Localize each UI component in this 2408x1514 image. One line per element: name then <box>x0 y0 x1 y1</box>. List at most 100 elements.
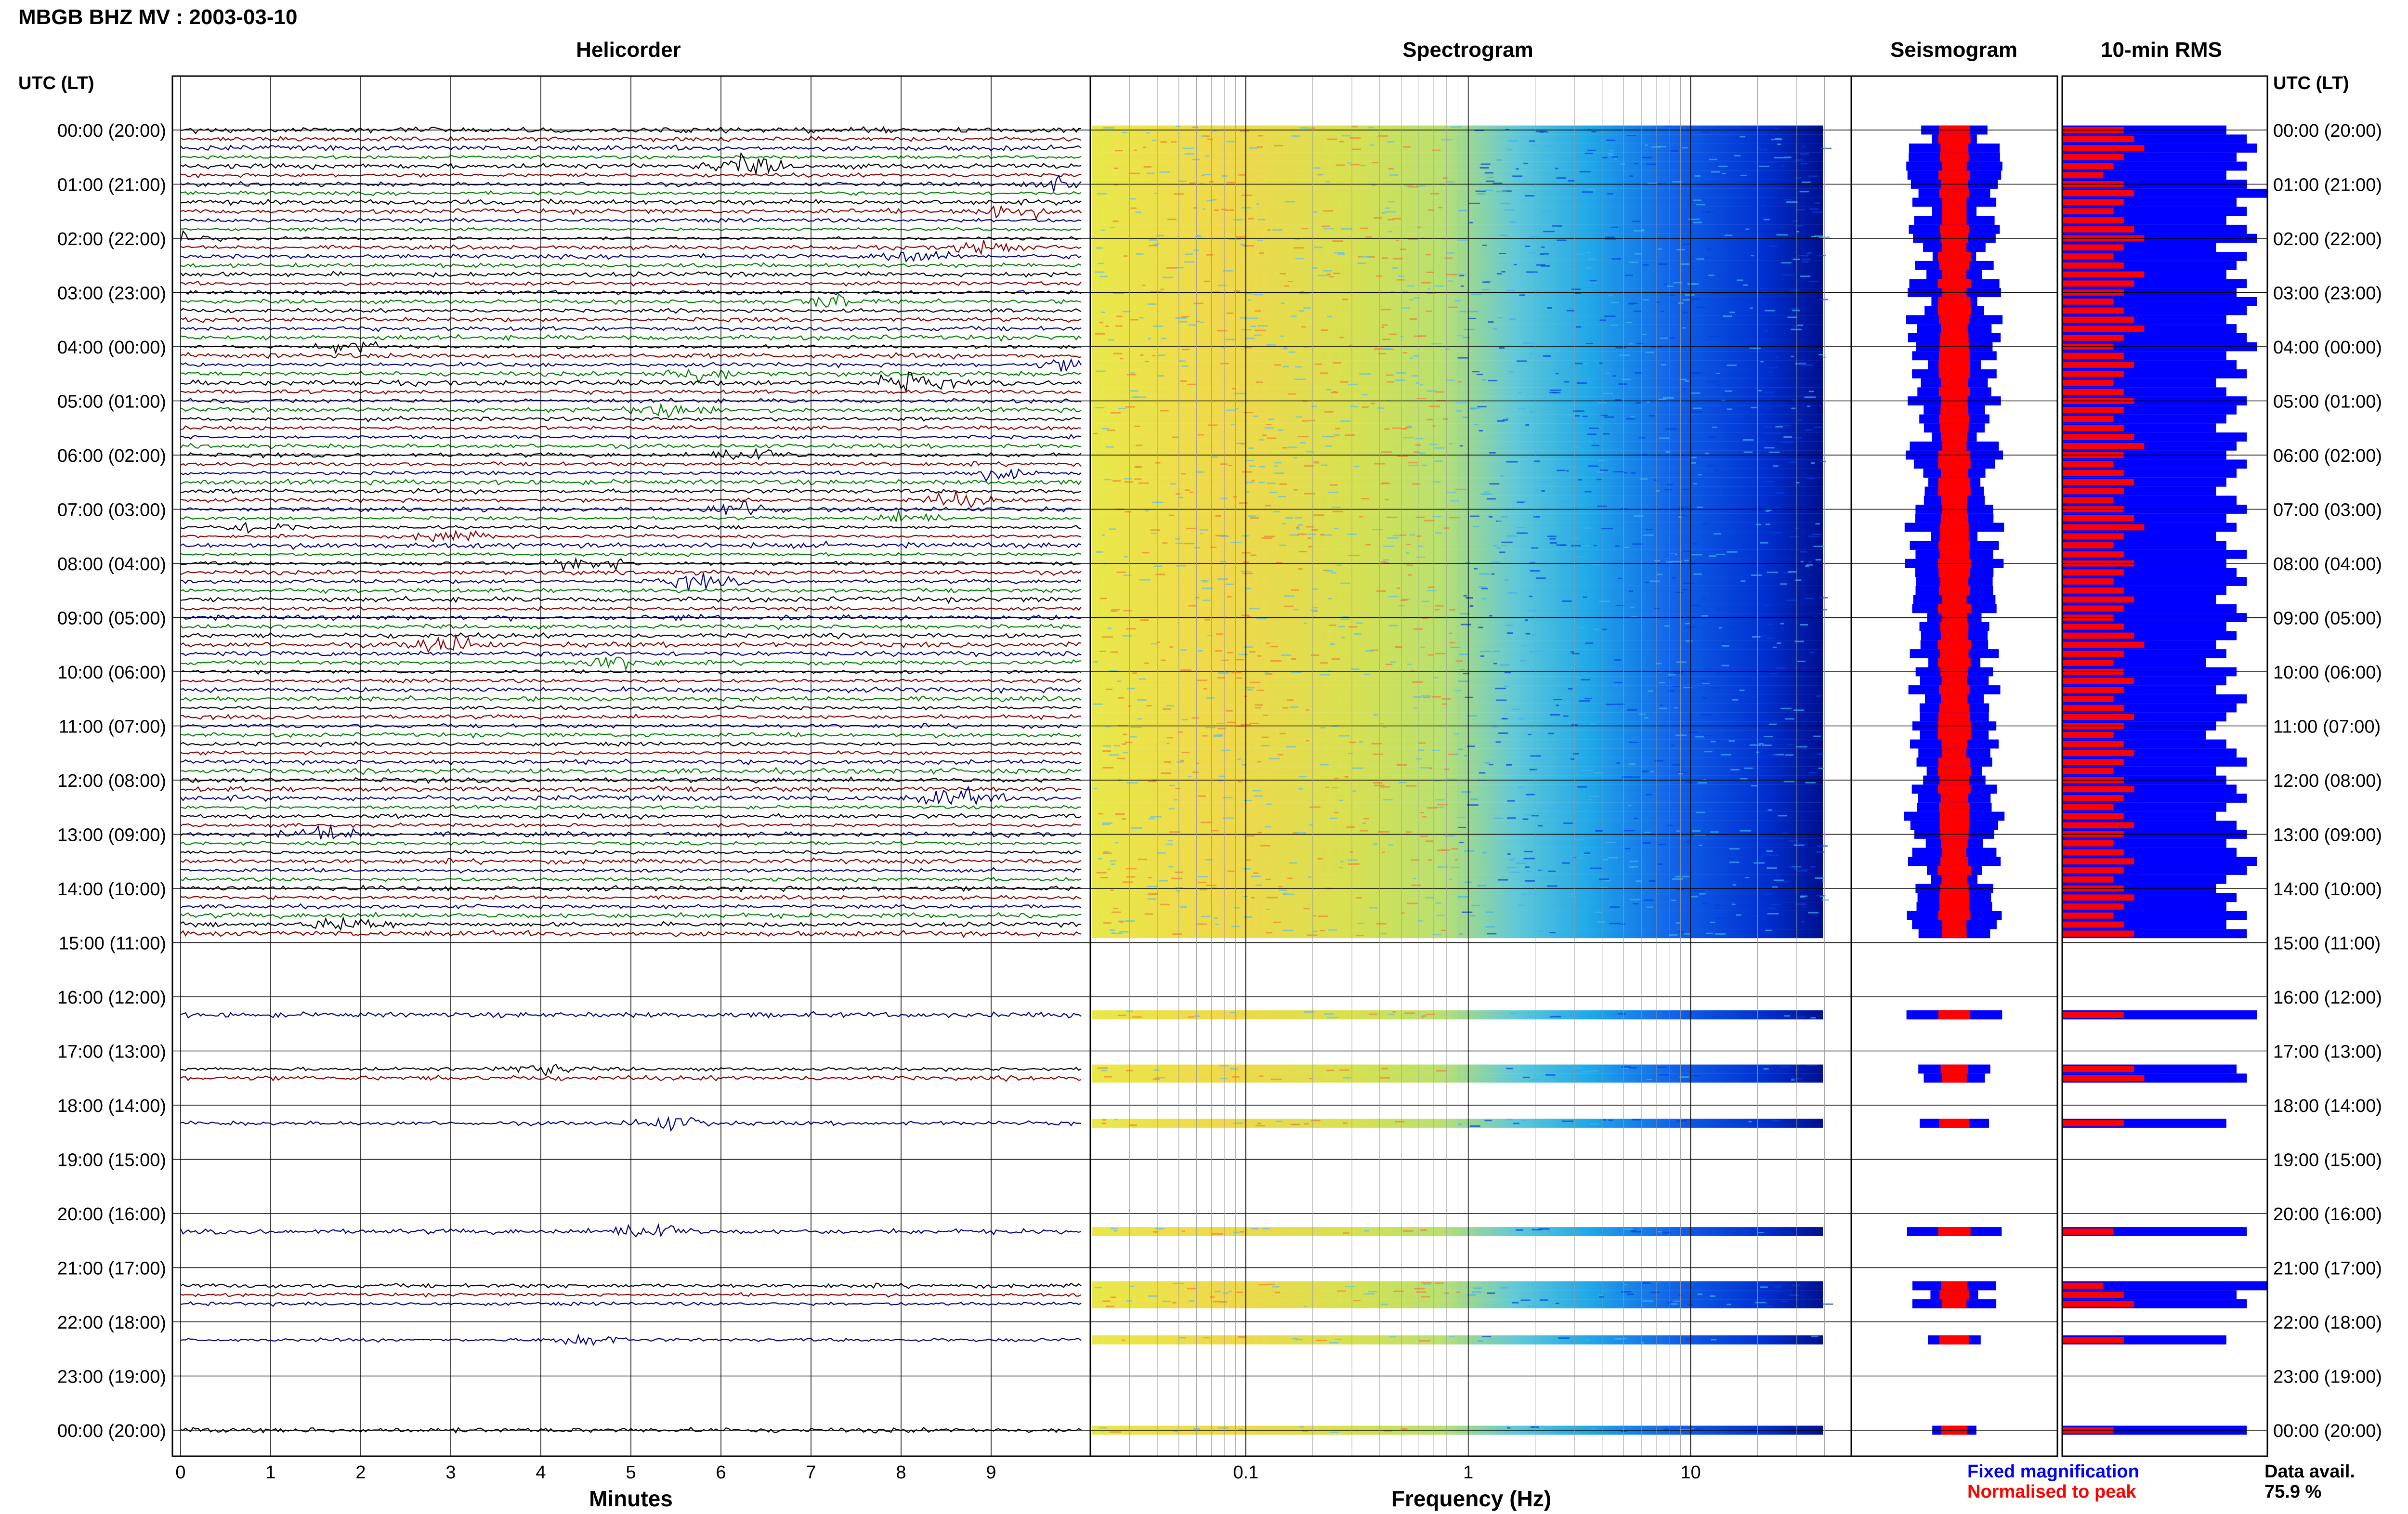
spectrogram-row <box>1092 631 1823 640</box>
spectrogram-speckle <box>1672 577 1676 579</box>
spectrogram-speckle <box>1139 317 1144 319</box>
spectrogram-speckle <box>1099 598 1107 600</box>
spectrogram-speckle <box>1134 396 1146 398</box>
spectrogram-speckle <box>1102 1300 1111 1302</box>
spectrogram-speckle <box>1716 1069 1722 1070</box>
seismogram-normalised <box>1940 423 1969 433</box>
spectrogram-speckle <box>1664 625 1671 627</box>
spectrogram-speckle <box>1668 677 1672 679</box>
spectrogram-speckle <box>1322 534 1332 536</box>
spectrogram-speckle <box>1430 193 1439 195</box>
spectrogram-speckle <box>1102 852 1112 854</box>
spectrogram-speckle <box>1555 168 1558 170</box>
spectrogram-speckle <box>1609 155 1615 157</box>
spectrogram-speckle <box>1116 571 1126 573</box>
rms-bar-normalised <box>2062 488 2124 495</box>
spectrogram-speckle <box>1189 1300 1194 1302</box>
spectrogram-speckle <box>1309 824 1313 826</box>
spectrogram-speckle <box>1800 624 1808 626</box>
spectrogram-speckle <box>1279 889 1287 891</box>
hour-label-left: 01:00 (21:00) <box>57 175 166 196</box>
spectrogram-speckle <box>1310 654 1320 656</box>
spectrogram-speckle <box>1722 172 1726 174</box>
spectrogram-speckle <box>1308 534 1317 535</box>
spectrogram-speckle <box>1387 141 1395 143</box>
spectrogram-speckle <box>1702 522 1709 524</box>
spectrogram-speckle <box>1506 1068 1513 1070</box>
spectrogram-speckle <box>1208 424 1218 426</box>
spectrogram-speckle <box>1473 1287 1482 1289</box>
spectrogram-speckle <box>1796 870 1807 872</box>
spectrogram-speckle <box>1536 264 1545 266</box>
spectrogram-speckle <box>1400 336 1404 338</box>
spectrogram-speckle <box>1213 1301 1219 1303</box>
rms-bar-normalised <box>2062 741 2124 747</box>
rms-bar-normalised <box>2062 705 2124 711</box>
spectrogram-speckle <box>1108 339 1114 341</box>
spectrogram-speckle <box>1570 868 1575 870</box>
spectrogram-speckle <box>1389 333 1397 335</box>
seismogram-normalised <box>1942 243 1967 252</box>
spectrogram-speckle <box>1679 1076 1689 1078</box>
spectrogram-speckle <box>1250 326 1256 327</box>
minute-tick-label: 9 <box>986 1462 996 1483</box>
spectrogram-speckle <box>1557 916 1566 918</box>
spectrogram-speckle <box>1206 200 1213 202</box>
spectrogram-speckle <box>1283 595 1295 597</box>
spectrogram-speckle <box>1668 674 1676 676</box>
spectrogram-speckle <box>1671 744 1675 746</box>
spectrogram-speckle <box>1512 175 1523 177</box>
spectrogram-speckle <box>1796 419 1803 421</box>
spectrogram-speckle <box>1704 257 1708 259</box>
spectrogram-speckle <box>1805 429 1812 431</box>
spectrogram-speckle <box>1458 896 1468 898</box>
seismogram-normalised <box>1940 405 1968 415</box>
seismogram-normalised <box>1939 188 1969 198</box>
rms-bar-normalised <box>2062 813 2124 820</box>
spectrogram-speckle <box>1177 761 1184 763</box>
spectrogram-speckle <box>1265 673 1273 675</box>
spectrogram-speckle <box>1171 877 1183 879</box>
spectrogram-speckle <box>1217 330 1227 332</box>
spectrogram-speckle <box>1255 310 1261 312</box>
spectrogram-speckle <box>1671 561 1683 562</box>
spectrogram-speckle <box>1705 211 1714 212</box>
spectrogram-speckle <box>1767 572 1779 574</box>
spectrogram-speckle <box>1298 776 1307 778</box>
spectrogram-speckle <box>1342 299 1348 300</box>
spectrogram-speckle <box>1496 159 1502 161</box>
spectrogram-speckle <box>1556 705 1559 706</box>
spectrogram-speckle <box>1156 502 1164 504</box>
rms-bar-normalised <box>2062 876 2114 883</box>
spectrogram-speckle <box>1421 695 1431 697</box>
spectrogram-speckle <box>1519 294 1525 296</box>
rms-bar-normalised <box>2062 208 2114 215</box>
spectrogram-speckle <box>1660 337 1668 339</box>
tick-labels: 00:00 (20:00) 00:00 (20:00)01:00 (21:00) 0… <box>57 121 2382 1483</box>
spectrogram-speckle <box>1150 529 1161 531</box>
hour-label-left: 10:00 (06:00) <box>57 663 166 683</box>
spectrogram-speckle <box>1107 627 1112 629</box>
spectrogram-speckle <box>1699 893 1706 895</box>
spectrogram-speckle <box>1387 516 1398 518</box>
spectrogram-speckle <box>1669 295 1675 296</box>
rms-bar-normalised <box>2062 921 2124 928</box>
minute-tick-label: 0 <box>175 1462 185 1483</box>
spectrogram-speckle <box>1334 528 1339 529</box>
spectrogram-speckle <box>1718 166 1728 167</box>
spectrogram-speckle <box>1342 616 1348 617</box>
spectrogram-speckle <box>1786 201 1798 203</box>
spectrogram-speckle <box>1752 678 1757 680</box>
spectrogram-speckle <box>1740 830 1751 832</box>
spectrogram-speckle <box>1801 146 1806 147</box>
spectrogram-speckle <box>1446 379 1455 381</box>
seismogram-normalised <box>1942 748 1967 758</box>
spectrogram-speckle <box>1259 466 1265 468</box>
seismogram-normalised <box>1942 161 1967 171</box>
spectrogram-speckle <box>1130 319 1139 321</box>
spectrogram-speckle <box>1537 930 1544 932</box>
spectrogram-speckle <box>1568 688 1573 690</box>
spectrogram-speckle <box>1491 573 1495 575</box>
spectrogram-speckle <box>1733 417 1740 419</box>
spectrogram-speckle <box>1210 1296 1215 1298</box>
